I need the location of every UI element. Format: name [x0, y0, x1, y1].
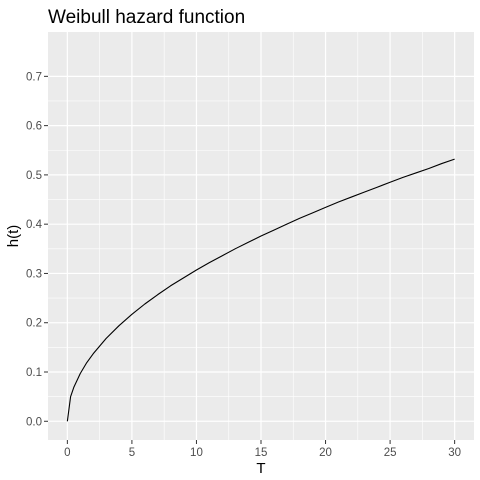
y-axis-title: h(t): [5, 225, 22, 248]
x-axis-title: T: [256, 460, 265, 477]
x-axis: 0 5 10 15 20 25 30: [64, 440, 461, 459]
x-tick-label: 10: [190, 447, 203, 459]
x-tick-label: 30: [448, 447, 461, 459]
y-tick-label: 0.7: [26, 71, 42, 83]
x-tick-label: 25: [384, 447, 397, 459]
x-tick-label: 5: [129, 447, 135, 459]
x-tick-label: 15: [255, 447, 268, 459]
chart-title: Weibull hazard function: [48, 7, 245, 28]
series-layer: [66, 158, 455, 422]
y-tick-label: 0.3: [26, 268, 42, 280]
x-tick-label: 0: [64, 447, 70, 459]
y-tick-label: 0.6: [26, 121, 42, 133]
y-tick-label: 0.0: [26, 416, 42, 428]
y-tick-label: 0.1: [26, 367, 42, 379]
major-gridlines: [48, 32, 474, 440]
y-tick-label: 0.5: [26, 170, 42, 182]
y-tick-label: 0.2: [26, 318, 42, 330]
hazard-line: [66, 158, 455, 422]
y-axis: 0.0 0.1 0.2 0.3 0.4 0.5 0.6 0.7: [26, 71, 48, 428]
y-tick-label: 0.4: [26, 219, 43, 231]
x-tick-label: 20: [319, 447, 332, 459]
